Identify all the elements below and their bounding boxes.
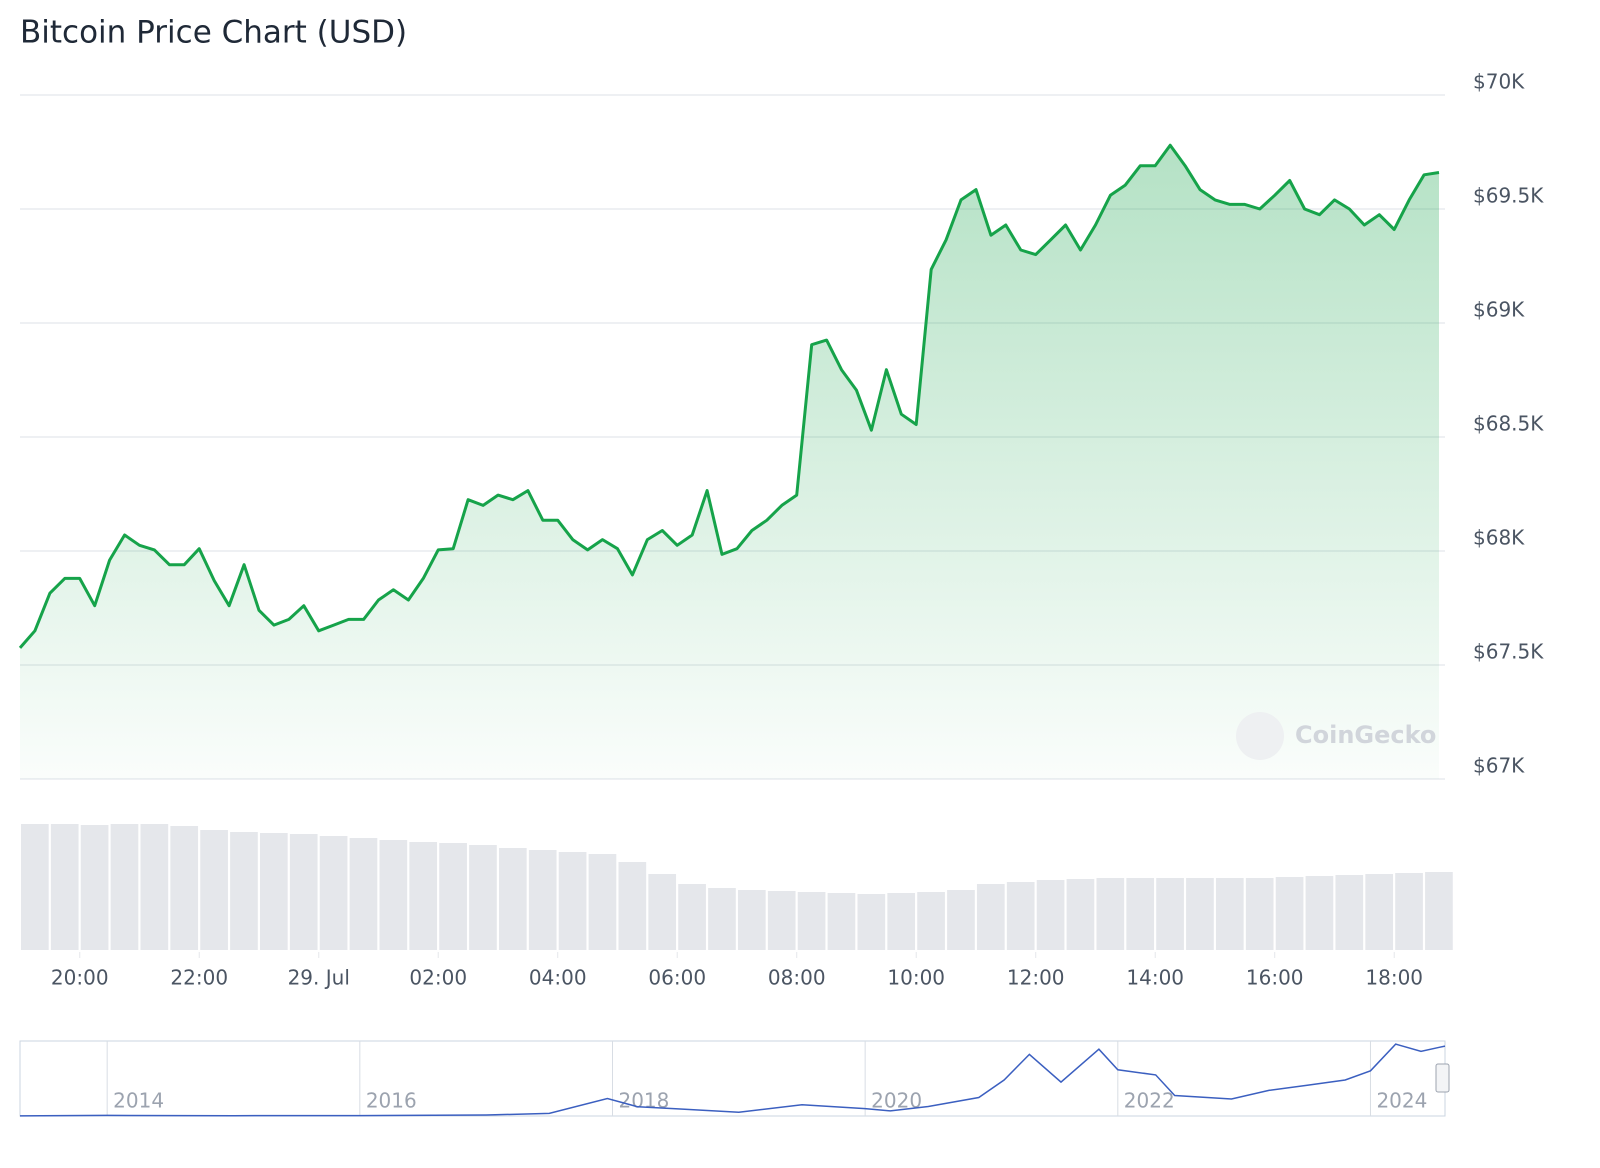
volume-bar: [827, 893, 856, 950]
navigator-tick-label: 2022: [1124, 1089, 1175, 1113]
x-tick-label: 16:00: [1246, 966, 1304, 990]
volume-bar: [1275, 877, 1304, 950]
volume-bar: [379, 840, 408, 950]
x-tick-label: 06:00: [648, 966, 706, 990]
volume-bar: [80, 825, 109, 950]
x-tick-label: 22:00: [170, 966, 228, 990]
navigator-tick-label: 2024: [1376, 1089, 1427, 1113]
volume-bar: [947, 890, 975, 950]
volume-bar: [1036, 880, 1065, 950]
volume-bar: [469, 845, 497, 950]
navigator-tick-label: 2020: [871, 1089, 922, 1113]
chart-title: Bitcoin Price Chart (USD): [20, 15, 407, 51]
volume-bar: [1425, 872, 1453, 950]
navigator-handle: [1435, 1063, 1450, 1093]
navigator-tick-label: 2014: [113, 1089, 164, 1113]
volume-bar: [230, 832, 258, 950]
x-tick-label: 20:00: [51, 966, 109, 990]
volume-bar: [140, 824, 169, 950]
volume-bar: [439, 843, 467, 950]
volume-bar: [1245, 878, 1274, 950]
volume-bar: [498, 848, 527, 950]
watermark-logo: [1236, 712, 1284, 760]
volume-bar: [976, 884, 1005, 950]
y-tick-label: $69.5K: [1473, 184, 1544, 208]
x-tick-label: 02:00: [409, 966, 467, 990]
volume-bar: [1305, 876, 1334, 950]
x-tick-label: 18:00: [1365, 966, 1423, 990]
volume-bar: [349, 838, 378, 950]
volume-bar: [1365, 874, 1394, 950]
x-tick-label: 29. Jul: [288, 966, 350, 990]
y-tick-label: $68.5K: [1473, 412, 1544, 436]
volume-bar: [1066, 879, 1095, 950]
navigator-line: [19, 1043, 1446, 1117]
volume-bar: [797, 892, 826, 950]
volume-bar: [678, 884, 706, 950]
volume-bar: [1215, 878, 1244, 950]
volume-bar: [767, 891, 796, 950]
x-tick-label: 04:00: [529, 966, 587, 990]
x-tick-label: 08:00: [768, 966, 826, 990]
volume-bar: [200, 830, 228, 950]
volume-bar: [737, 890, 766, 950]
y-tick-label: $68K: [1473, 526, 1525, 550]
price-area: [20, 145, 1440, 779]
volume-bar: [917, 892, 945, 950]
volume-bar: [50, 824, 79, 950]
y-tick-label: $67.5K: [1473, 640, 1544, 664]
volume-bar: [857, 894, 886, 950]
volume-bar: [588, 854, 617, 950]
navigator-frame: [19, 1040, 1446, 1117]
navigator-tick-label: 2018: [618, 1089, 669, 1113]
volume-bar: [1186, 878, 1214, 950]
volume-bar: [289, 834, 318, 950]
navigator-tick-label: 2016: [366, 1089, 417, 1113]
volume-bar: [558, 852, 587, 950]
volume-bar: [110, 824, 139, 950]
volume-bar: [170, 826, 199, 950]
volume-bar: [409, 842, 438, 950]
volume-bar: [618, 862, 647, 950]
volume-bar: [1006, 882, 1035, 950]
x-tick-label: 10:00: [887, 966, 945, 990]
x-tick-label: 14:00: [1126, 966, 1184, 990]
volume-bar: [1395, 873, 1423, 950]
y-tick-label: $70K: [1473, 70, 1525, 94]
volume-bar: [887, 893, 916, 950]
volume-bar: [1156, 878, 1184, 950]
volume-bar: [21, 824, 49, 950]
volume-bar: [528, 850, 557, 950]
x-tick-label: 12:00: [1007, 966, 1065, 990]
volume-bar: [1335, 875, 1364, 950]
y-tick-label: $67K: [1473, 754, 1525, 778]
volume-bar: [648, 874, 677, 950]
price-line: [18, 143, 1440, 649]
volume-bar: [259, 833, 288, 950]
watermark: CoinGecko: [1295, 721, 1436, 749]
volume-bar: [1096, 878, 1125, 950]
volume-bar: [319, 836, 348, 950]
y-tick-label: $69K: [1473, 298, 1525, 322]
volume-bar: [1126, 878, 1155, 950]
volume-bar: [708, 888, 736, 950]
